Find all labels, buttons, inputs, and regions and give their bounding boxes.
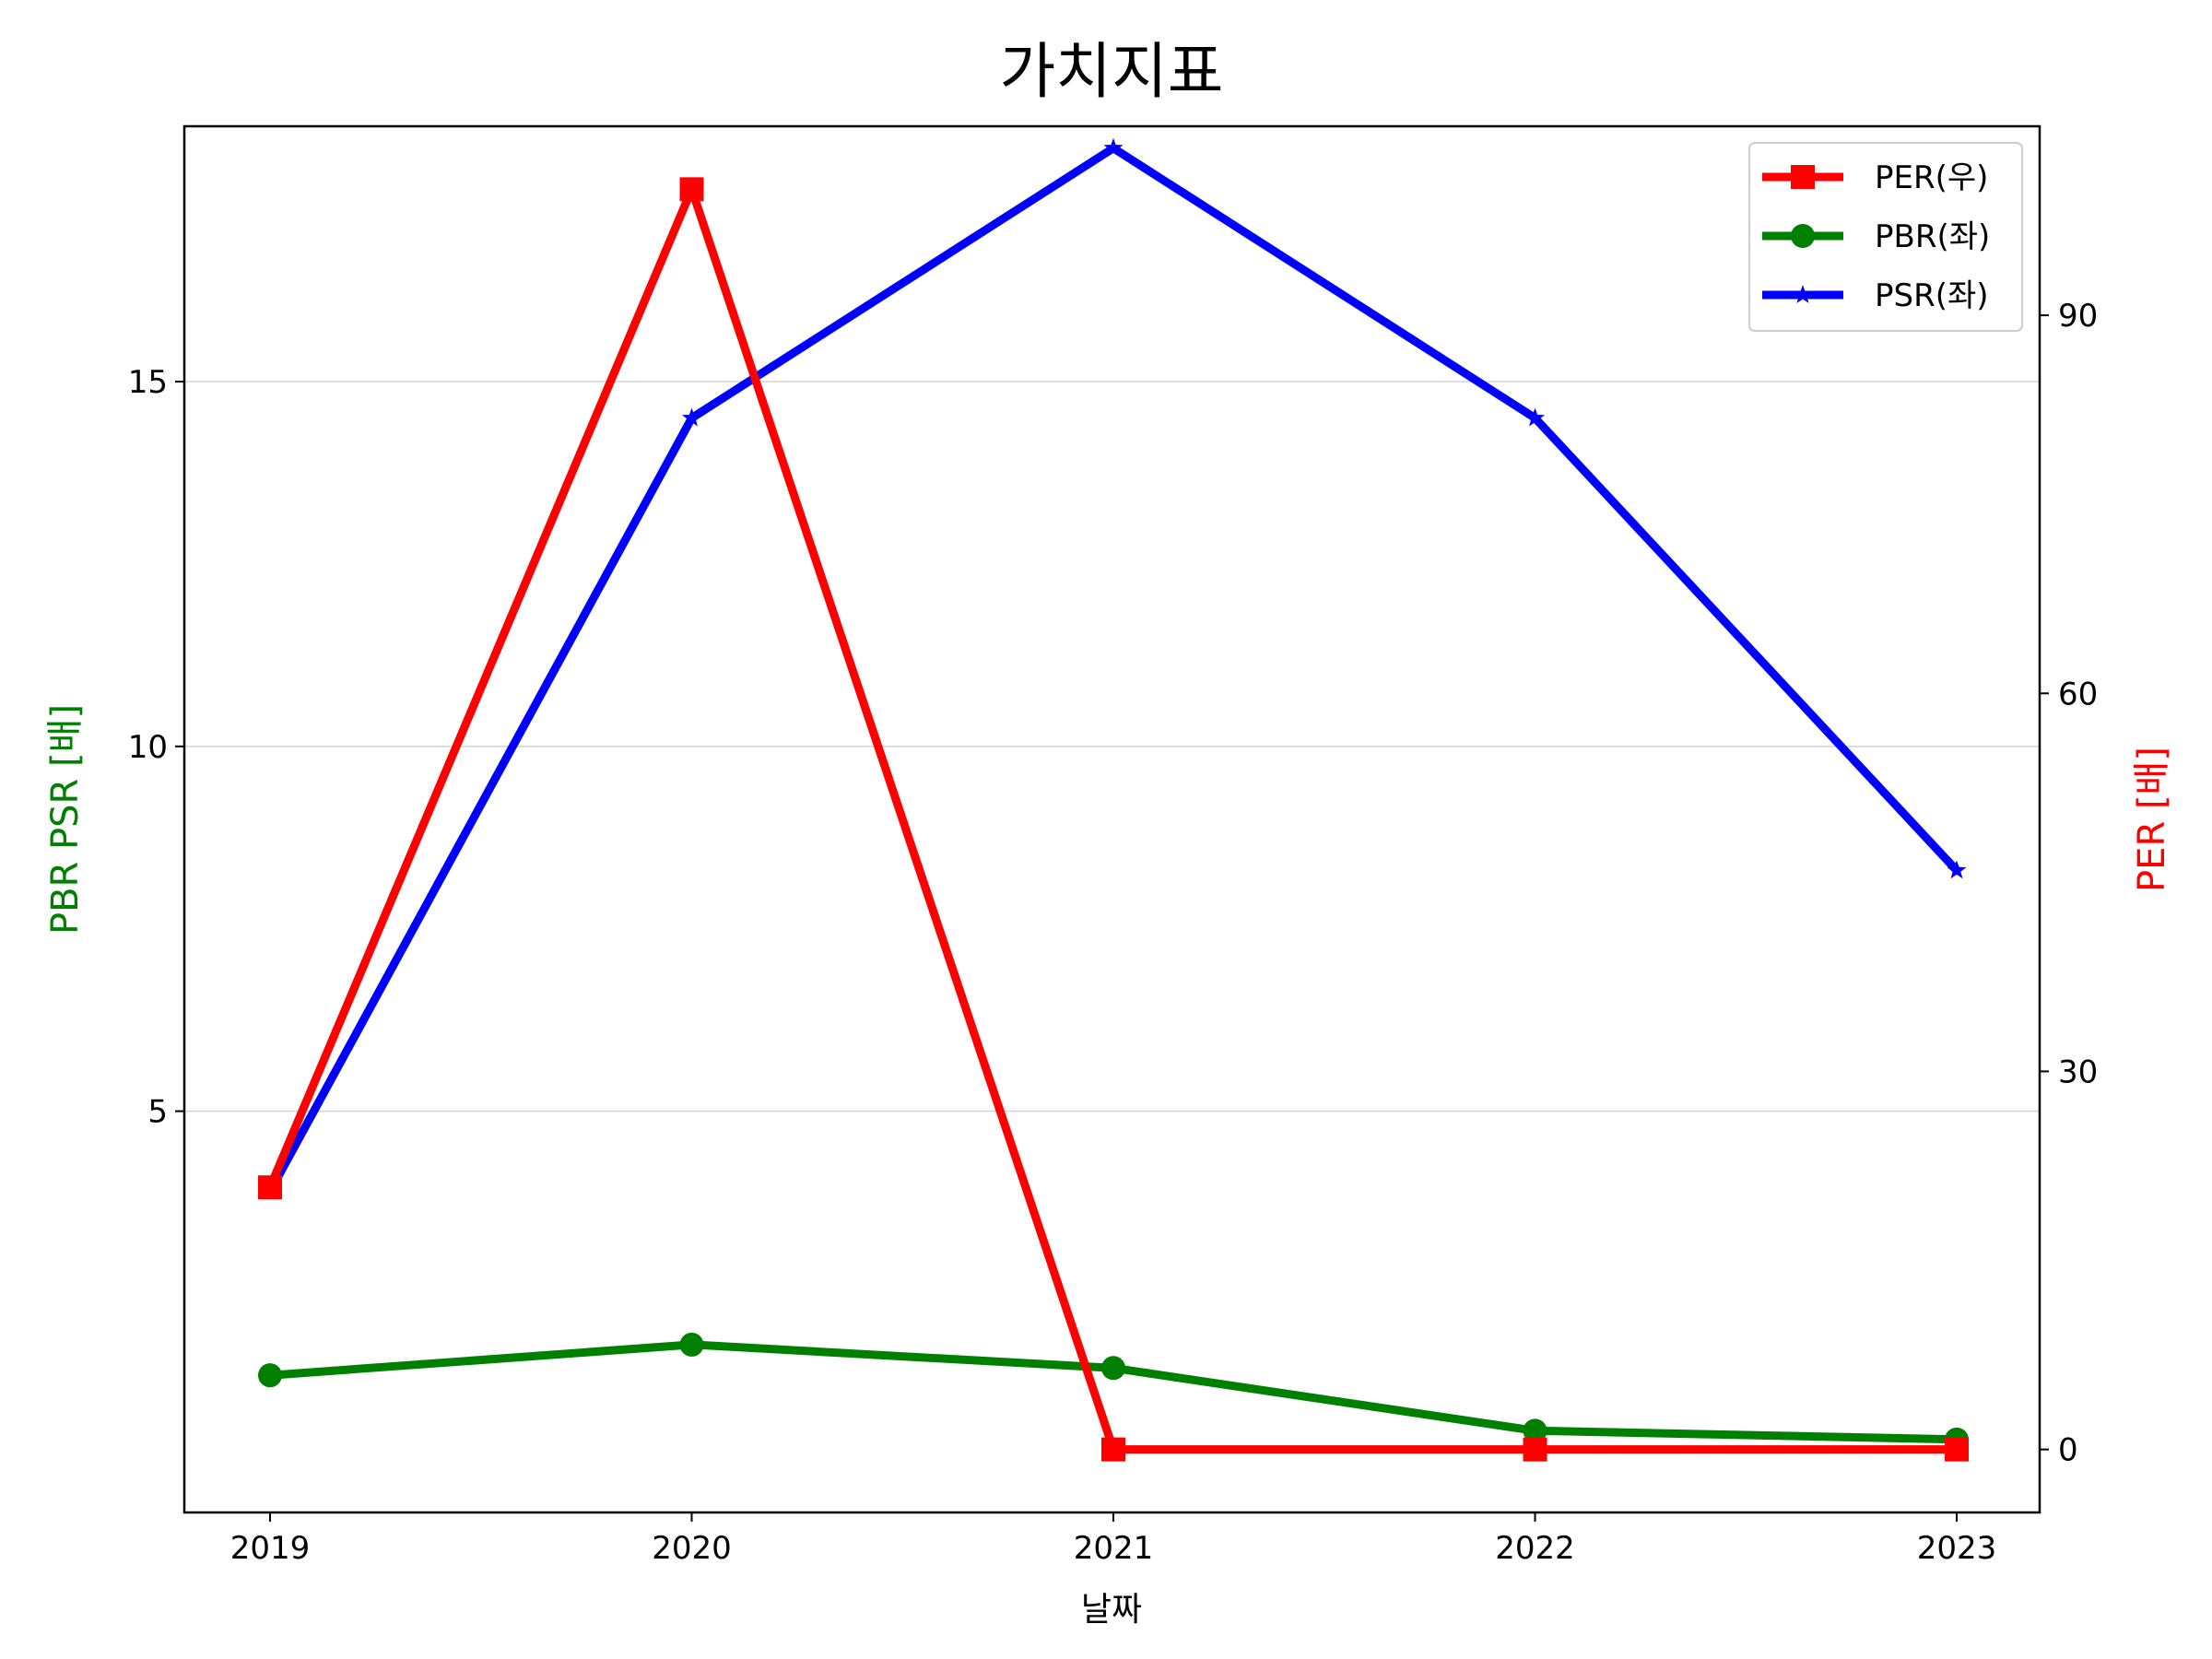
point-PER(우)-2020 <box>679 177 704 202</box>
legend-marker-PER(우) <box>1791 165 1815 189</box>
point-PSR(좌)-2022 <box>1525 407 1545 427</box>
x-tick-label-2019: 2019 <box>230 1530 311 1567</box>
legend-frame <box>1748 142 2023 332</box>
x-tick-label-2023: 2023 <box>1917 1530 1997 1567</box>
y-right-tick-label-60: 60 <box>2058 676 2098 712</box>
gridlines <box>184 381 2040 1112</box>
y-right-tick-label-90: 90 <box>2058 298 2098 335</box>
y-axis-right-label: PER [배] <box>2131 747 2173 892</box>
point-PER(우)-2021 <box>1101 1437 1125 1462</box>
point-PBR(좌)-2022 <box>1523 1418 1547 1443</box>
y-right-tick-label-30: 30 <box>2058 1053 2098 1090</box>
series-layer <box>258 137 1969 1462</box>
x-axis: 2019 2020 2021 2022 2023 <box>230 1512 1997 1567</box>
x-tick-label-2022: 2022 <box>1495 1530 1575 1567</box>
plot-frame <box>182 124 2041 1514</box>
y-right-tick-label-0: 0 <box>2058 1432 2078 1469</box>
point-PBR(좌)-2020 <box>679 1332 704 1357</box>
y-left-tick-label-15: 15 <box>128 364 168 401</box>
chart-title: 가치지표 <box>1000 36 1224 107</box>
y-axis-left-label: PBR PSR [배] <box>44 704 87 935</box>
series-PER(우) <box>258 177 1969 1462</box>
x-axis-label: 날짜 <box>1081 1591 1142 1629</box>
legend-marker-PSR(좌) <box>1793 285 1813 303</box>
point-PSR(좌)-2023 <box>1947 860 1967 879</box>
legend: PER(우) PBR(좌) PSR(좌) <box>1748 142 2023 332</box>
x-tick-label-2020: 2020 <box>652 1530 732 1567</box>
point-PBR(좌)-2021 <box>1101 1356 1125 1381</box>
y-axis-left: 5 10 15 <box>128 364 184 1131</box>
point-PER(우)-2022 <box>1523 1437 1547 1462</box>
y-left-tick-label-5: 5 <box>147 1094 168 1131</box>
legend-label-PSR(좌): PSR(좌) <box>1875 277 1989 314</box>
point-PSR(좌)-2020 <box>682 407 701 427</box>
point-PSR(좌)-2021 <box>1103 137 1124 157</box>
point-PER(우)-2023 <box>1945 1437 1969 1462</box>
x-tick-label-2021: 2021 <box>1074 1530 1154 1567</box>
legend-label-PER(우): PER(우) <box>1875 159 1988 196</box>
y-left-tick-label-10: 10 <box>128 729 168 766</box>
legend-label-PBR(좌): PBR(좌) <box>1875 218 1990 255</box>
point-PER(우)-2019 <box>258 1175 282 1200</box>
legend-marker-PBR(좌) <box>1791 224 1815 248</box>
point-PBR(좌)-2019 <box>258 1363 282 1388</box>
y-axis-right: 0 30 60 90 <box>2040 298 2098 1469</box>
